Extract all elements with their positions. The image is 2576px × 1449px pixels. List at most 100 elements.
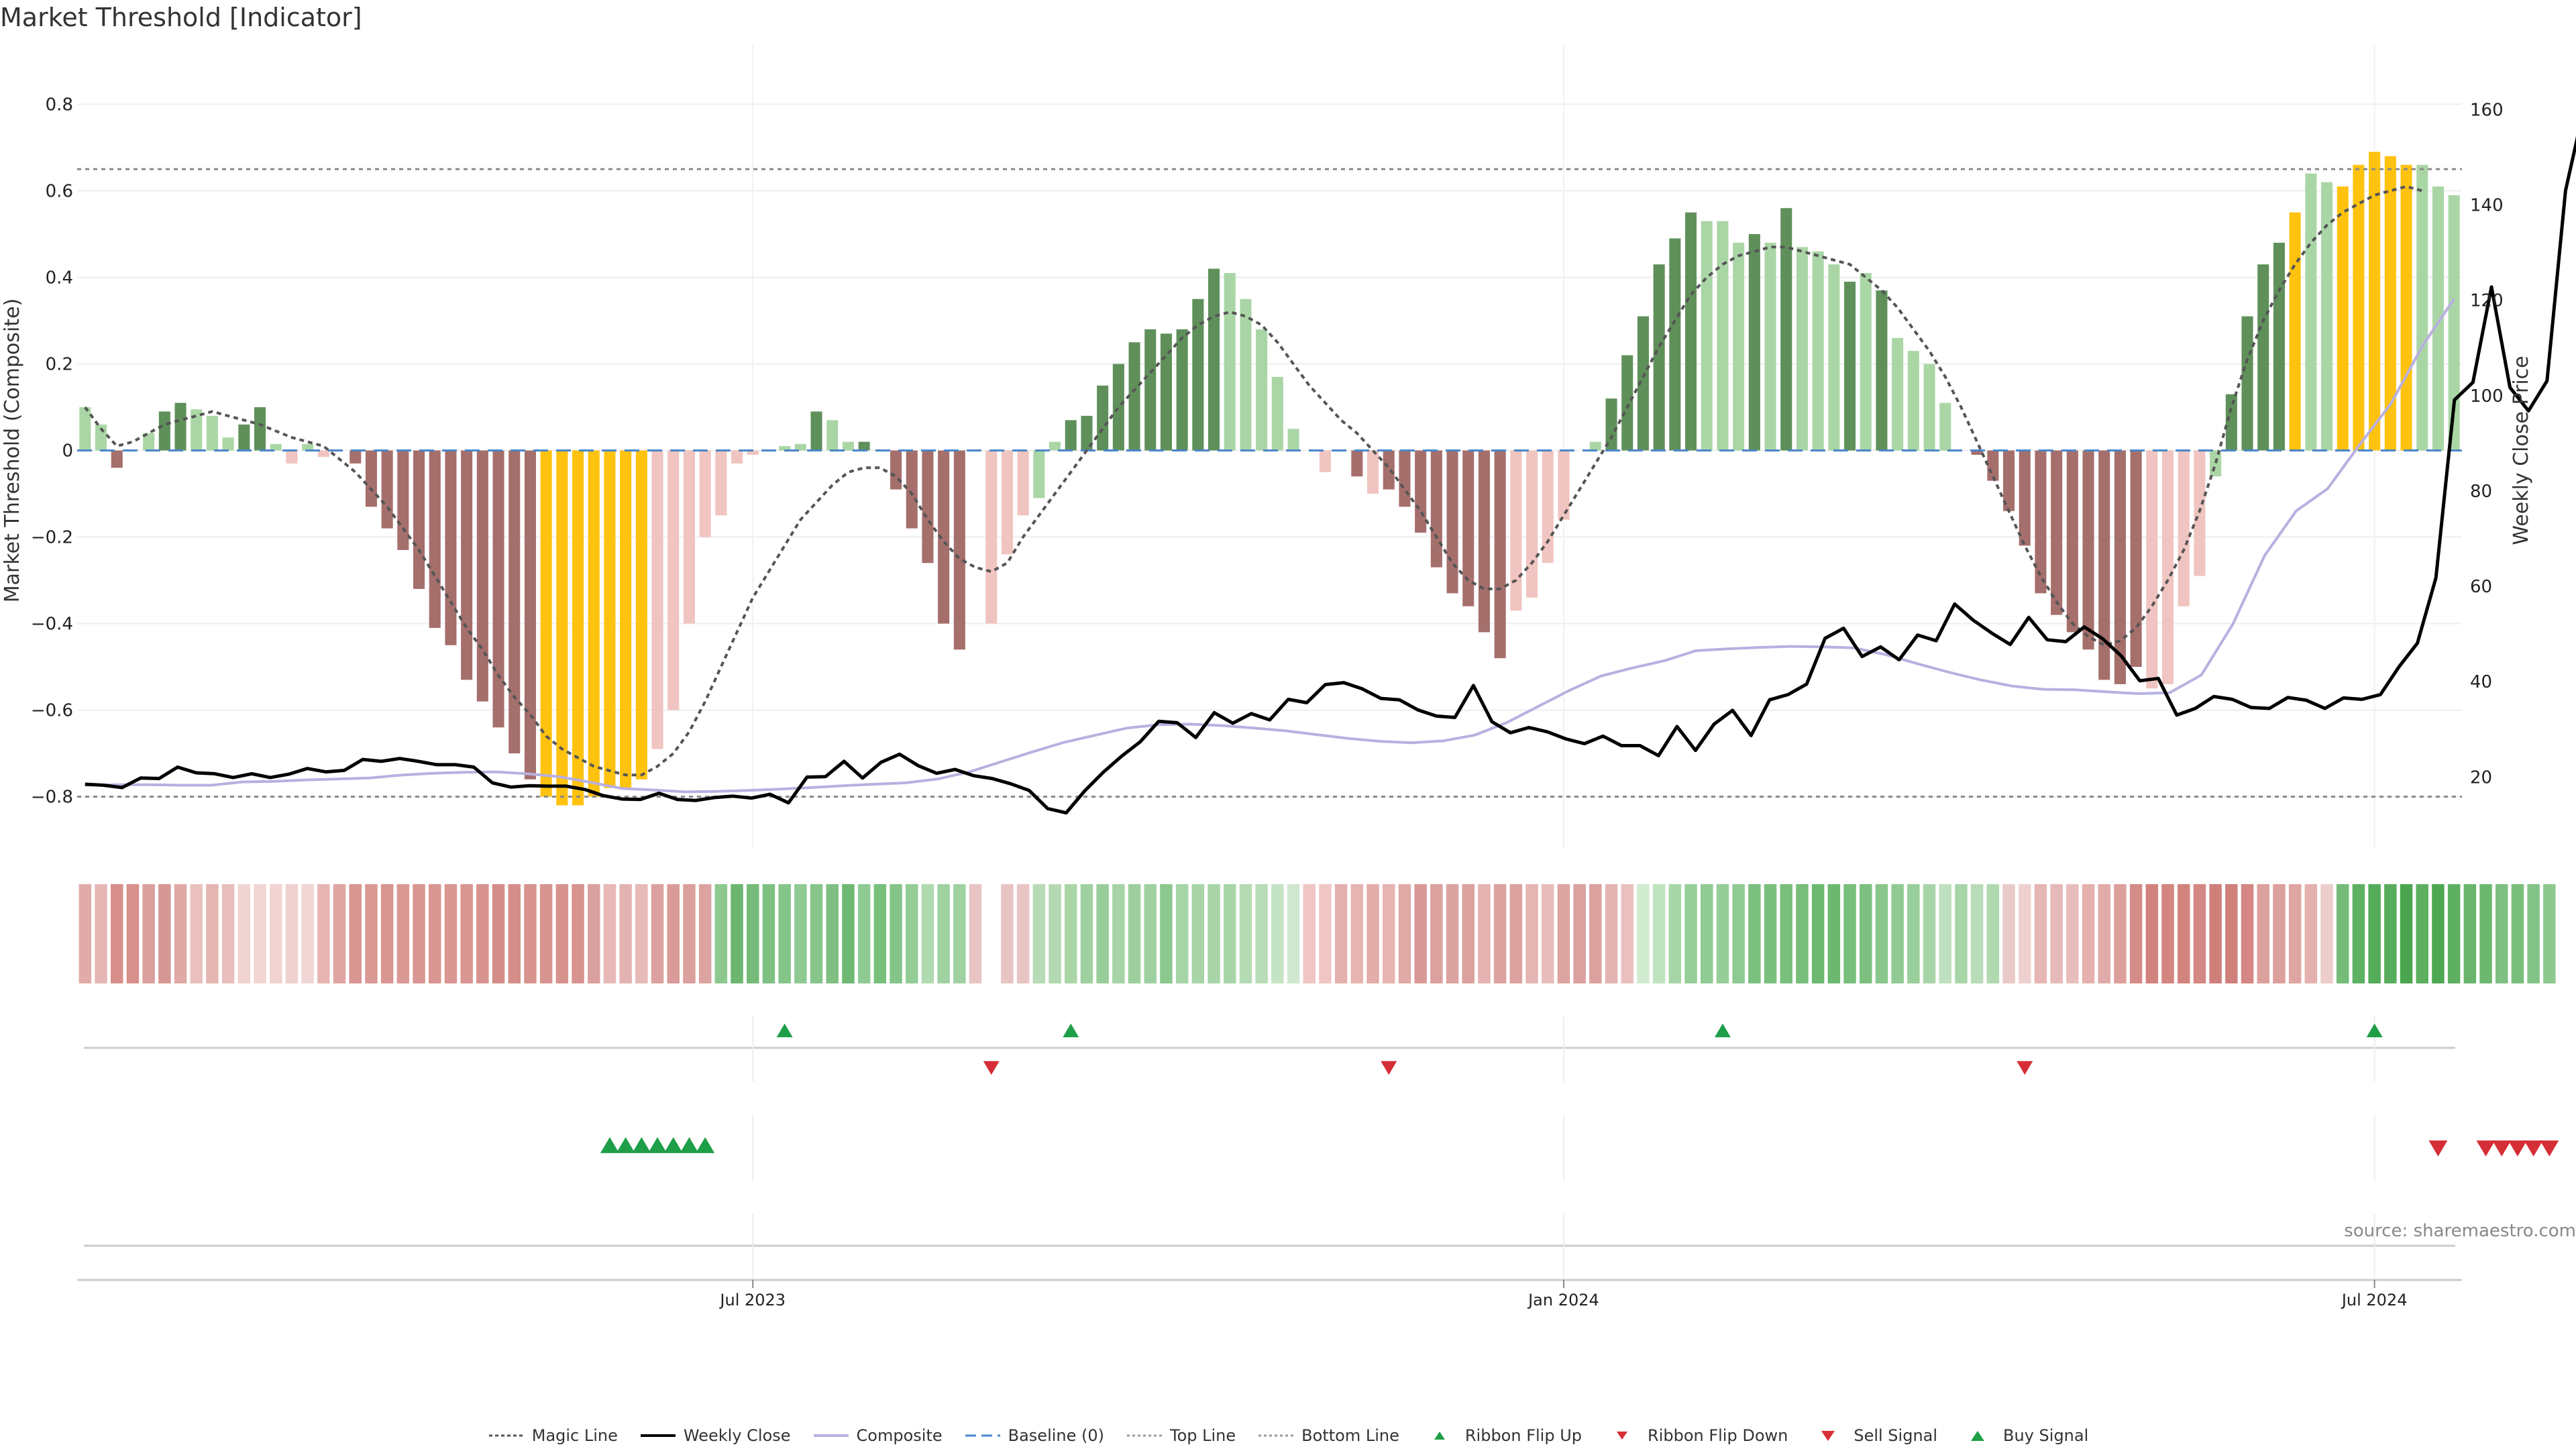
- buy-signal-marker: [680, 1137, 699, 1153]
- ribbon-cell: [1764, 884, 1777, 983]
- signal-panels: [84, 1016, 2559, 1280]
- ribbon-cell: [2416, 884, 2428, 983]
- ribbon-cell: [1096, 884, 1109, 983]
- composite-bar: [508, 450, 521, 754]
- ribbon-flip-down-marker: [2017, 1061, 2033, 1075]
- composite-bar: [1430, 450, 1442, 568]
- composite-bar: [2066, 450, 2078, 633]
- ribbon-cell: [301, 884, 314, 983]
- ribbon-cell: [619, 884, 632, 983]
- legend-item-ribbon-flip-down: Ribbon Flip Down: [1603, 1426, 1788, 1445]
- composite-bar: [635, 450, 647, 780]
- legend-swatch: [1421, 1429, 1458, 1442]
- legend-label: Baseline (0): [1008, 1426, 1105, 1445]
- composite-bar: [667, 450, 680, 710]
- ribbon-cell: [2432, 884, 2445, 983]
- legend: Magic Line Weekly Close Composite Baseline …: [0, 1426, 2576, 1445]
- ribbon-flip-up-marker: [1063, 1023, 1079, 1038]
- composite-bar: [794, 443, 806, 451]
- legend-swatch: [1959, 1429, 1996, 1442]
- ribbon-cell: [1383, 884, 1395, 983]
- composite-bar: [1971, 450, 1983, 455]
- ribbon-cell: [2543, 884, 2556, 983]
- ribbon-cell: [2337, 884, 2349, 983]
- ribbon-cell: [1621, 884, 1633, 983]
- legend-swatch: [488, 1429, 525, 1442]
- composite-bar: [191, 409, 203, 451]
- composite-bar: [254, 407, 266, 451]
- composite-bar: [1892, 337, 1904, 451]
- composite-bar: [1494, 450, 1506, 659]
- ribbon-cell: [857, 884, 871, 983]
- composite-bar: [1748, 233, 1760, 451]
- ribbon-cell: [2527, 884, 2540, 983]
- composite-bar: [2194, 450, 2206, 576]
- ribbon-cell: [1016, 884, 1030, 983]
- composite-bar: [1017, 450, 1029, 516]
- composite-bar: [2210, 450, 2222, 477]
- ribbon-cell: [476, 884, 489, 983]
- left-tick-label: 0.8: [46, 95, 73, 115]
- legend-item-sell-signal: Sell Signal: [1809, 1426, 1937, 1445]
- legend-label: Top Line: [1170, 1426, 1236, 1445]
- composite-bar: [890, 450, 902, 490]
- composite-bar: [1923, 364, 1935, 451]
- ribbon-cell: [1224, 884, 1236, 983]
- ribbon-cell: [349, 884, 362, 983]
- composite-bar: [1907, 351, 1919, 451]
- buy-signal-marker: [648, 1137, 667, 1153]
- ribbon-cell: [698, 884, 712, 983]
- right-tick-label: 120: [2470, 291, 2504, 311]
- ribbon-cell: [2050, 884, 2063, 983]
- ribbon-cell: [1446, 884, 1459, 983]
- left-tick-label: 0.4: [46, 268, 73, 288]
- ribbon-cell: [1668, 884, 1682, 983]
- ribbon-cell: [1239, 884, 1252, 983]
- ribbon-cell: [1843, 884, 1856, 983]
- composite-bar: [476, 450, 488, 702]
- ribbon-flip-down-marker: [1381, 1061, 1397, 1075]
- x-tick-label: Jul 2023: [718, 1291, 786, 1309]
- lines-layer: [77, 136, 2576, 815]
- axes-layer: −0.8 −0.6 −0.4 −0.2 0 0.2 0.4 0.6 0.8 20 40 60 80 100…: [1, 95, 2533, 807]
- composite-bar: [1351, 450, 1363, 477]
- composite-bar: [2384, 156, 2396, 451]
- legend-swatch: [1809, 1429, 1847, 1442]
- ribbon-flip-down-marker: [983, 1061, 1000, 1075]
- ribbon-cell: [492, 884, 505, 983]
- sell-signal-marker: [2476, 1140, 2496, 1157]
- composite-bar: [1319, 450, 1331, 472]
- ribbon-cell: [1970, 884, 1984, 983]
- legend-swatch: [812, 1429, 850, 1442]
- ribbon-cell: [1080, 884, 1093, 983]
- ribbon-cell: [1334, 884, 1348, 983]
- right-tick-label: 100: [2470, 386, 2504, 407]
- composite-bar: [715, 450, 727, 516]
- legend-label: Composite: [856, 1426, 943, 1445]
- sell-signal-marker: [2540, 1140, 2559, 1157]
- composite-bar: [2035, 450, 2047, 594]
- ribbon-cell: [1955, 884, 1968, 983]
- legend-swatch: [1603, 1429, 1641, 1442]
- ribbon-cell: [667, 884, 680, 983]
- legend-label: Sell Signal: [1854, 1426, 1938, 1445]
- ribbon-cell: [2257, 884, 2269, 983]
- composite-bar: [810, 411, 822, 451]
- composite-bars: [79, 152, 2460, 806]
- composite-bar: [651, 450, 663, 749]
- composite-bar: [174, 402, 186, 451]
- ribbon-cell: [2114, 884, 2127, 983]
- composite-bar: [1764, 242, 1776, 451]
- x-tick-label: Jul 2024: [2341, 1291, 2408, 1309]
- ribbon-cell: [2019, 884, 2031, 983]
- composite-bar: [2098, 450, 2110, 680]
- ribbon-cell: [826, 884, 839, 983]
- composite-bar: [2416, 164, 2428, 451]
- ribbon-flip-up-marker: [776, 1023, 793, 1038]
- ribbon-cell: [2193, 884, 2206, 983]
- right-tick-label: 20: [2470, 767, 2492, 788]
- sell-signal-marker: [2428, 1140, 2448, 1157]
- ribbon-cell: [1430, 884, 1443, 983]
- composite-bar: [1446, 450, 1458, 594]
- ribbon-cell: [1366, 884, 1379, 983]
